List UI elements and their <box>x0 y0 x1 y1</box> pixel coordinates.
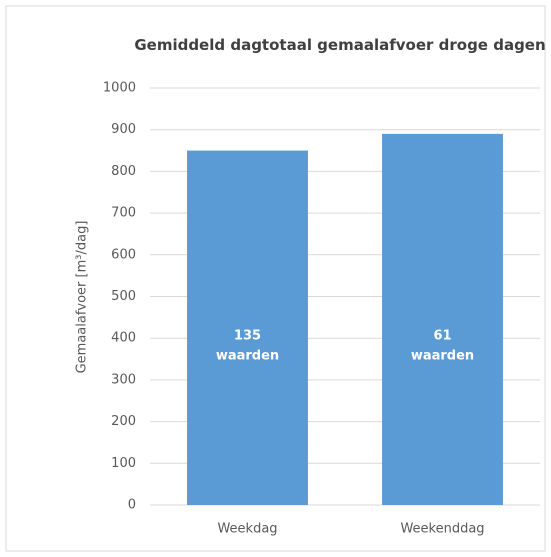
y-tick-label: 500 <box>111 289 136 304</box>
y-tick-label: 1000 <box>103 81 136 96</box>
bar <box>382 133 503 505</box>
y-tick-label: 200 <box>111 414 136 429</box>
bar-label: waarden <box>411 349 474 364</box>
y-tick-label: 0 <box>128 498 136 513</box>
y-tick-label: 800 <box>111 164 136 179</box>
x-tick-label: Weekdag <box>217 522 277 537</box>
bar-label: waarden <box>216 349 279 364</box>
y-tick-label: 400 <box>111 331 136 346</box>
y-axis-label: Gemaalafvoer [m³/dag] <box>75 221 90 374</box>
chart-title: Gemiddeld dagtotaal gemaalafvoer droge d… <box>134 36 546 54</box>
y-tick-label: 700 <box>111 206 136 221</box>
y-tick-label: 100 <box>111 456 136 471</box>
bar <box>187 150 308 506</box>
bar-label: 61 <box>433 329 451 344</box>
y-tick-label: 600 <box>111 247 136 262</box>
y-tick-label: 300 <box>111 372 136 387</box>
y-tick-label: 900 <box>111 122 136 137</box>
x-tick-label: Weekenddag <box>400 522 484 537</box>
bar-label: 135 <box>234 329 261 344</box>
